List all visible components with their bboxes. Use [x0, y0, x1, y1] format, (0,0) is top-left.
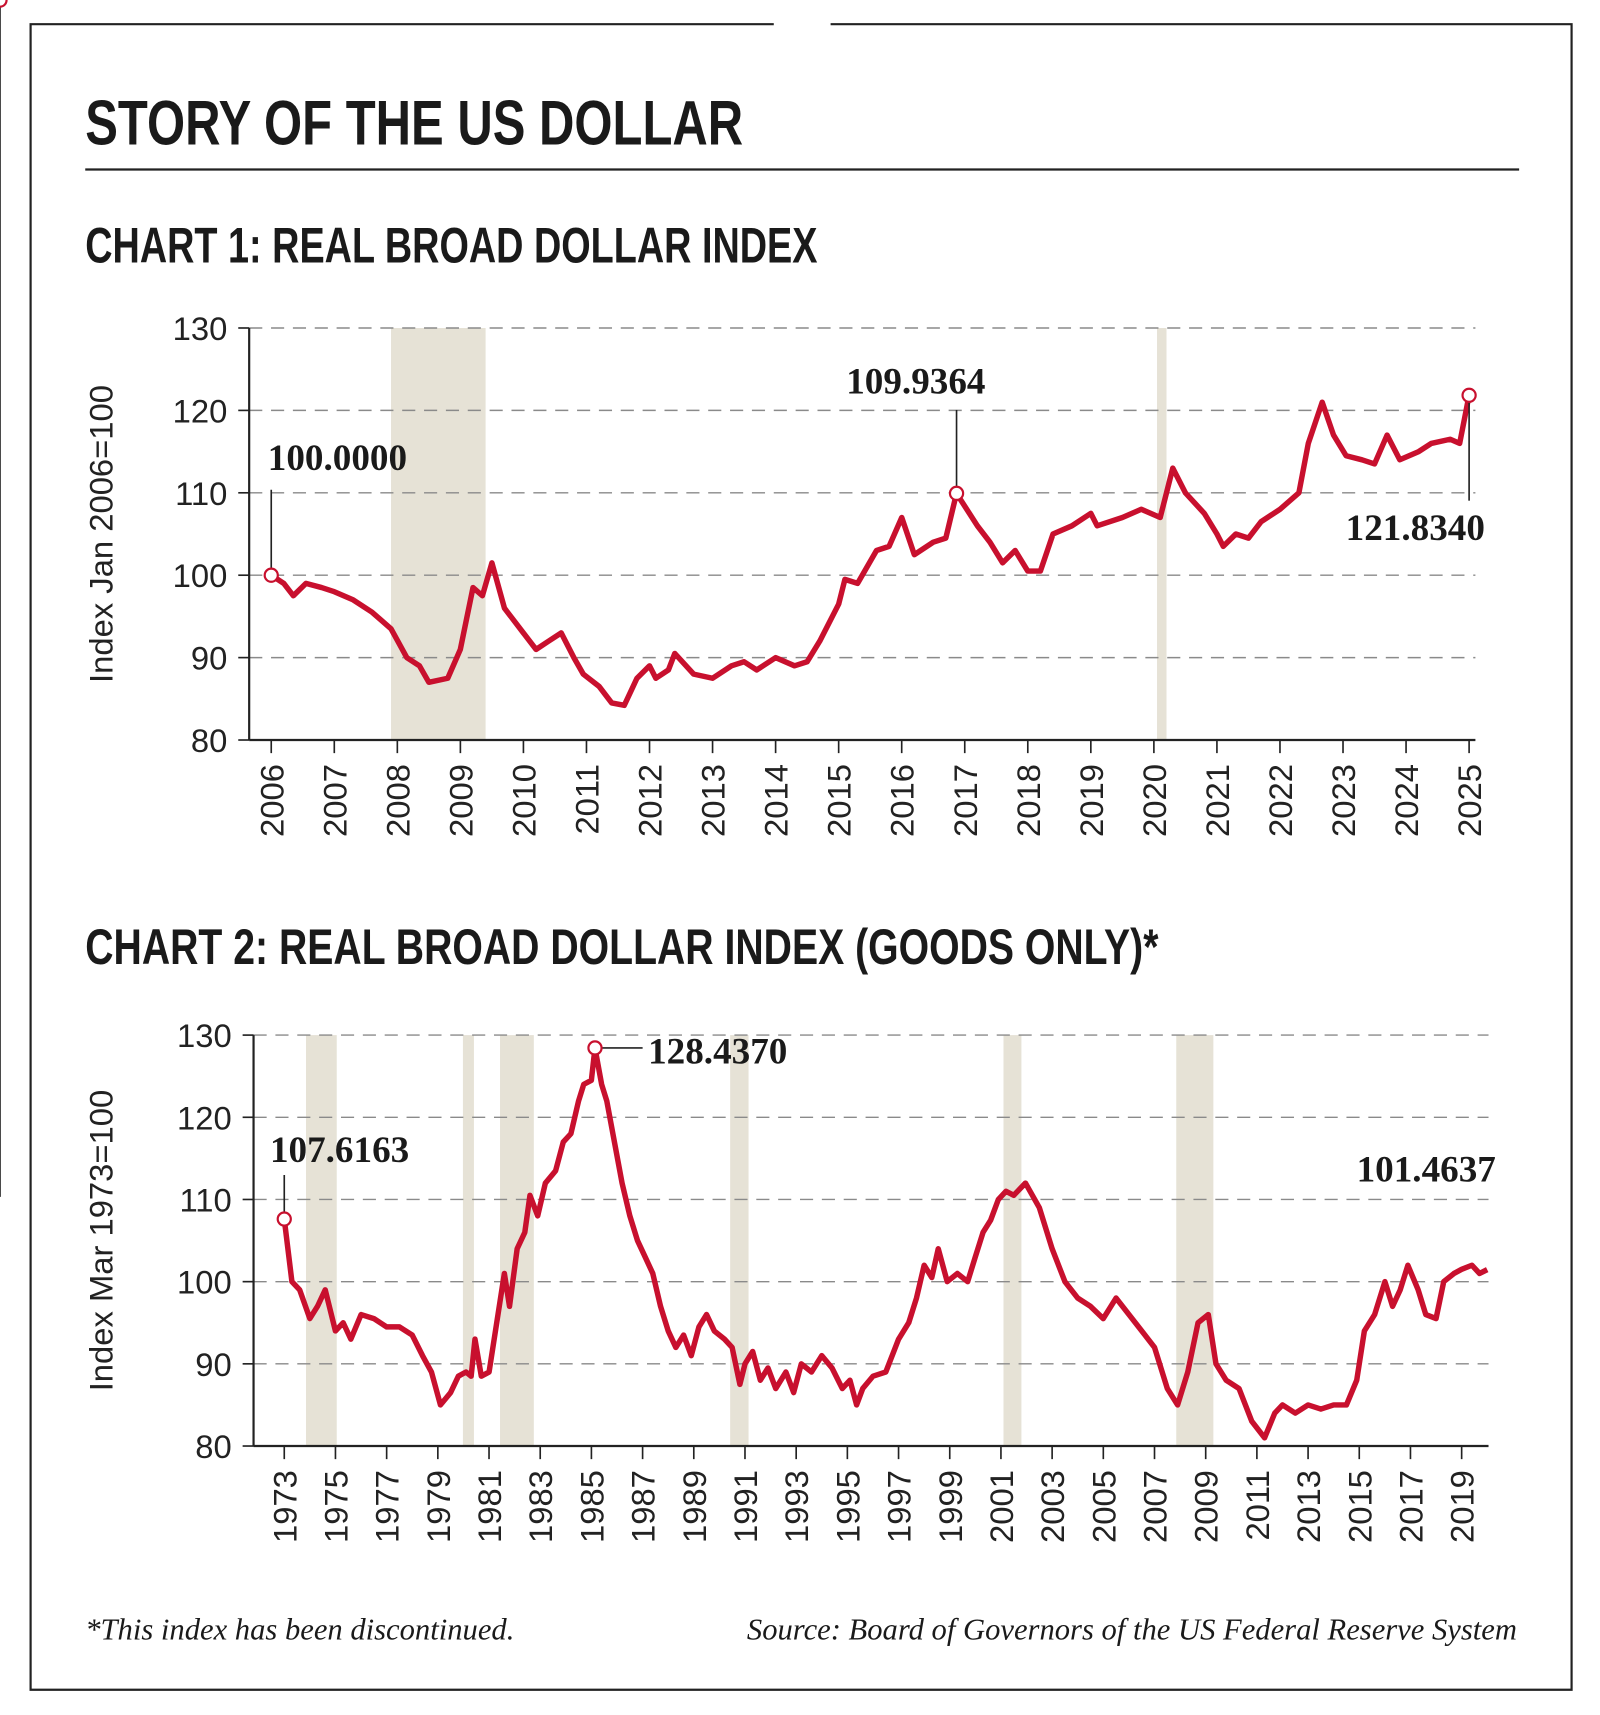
x-tick-label: 2007 — [1137, 1470, 1174, 1543]
recession-shade — [462, 1035, 474, 1447]
x-tick-label: 1997 — [881, 1470, 918, 1543]
x-tick-label: 1993 — [778, 1470, 815, 1543]
x-tick-label: 2013 — [695, 764, 732, 837]
highlight-point — [263, 567, 279, 583]
x-tick-label: 1989 — [676, 1470, 713, 1543]
recession-shade — [1176, 1035, 1214, 1447]
x-tick-label: 1985 — [573, 1470, 610, 1543]
x-tick-label: 2006 — [253, 764, 290, 837]
x-tick-label: 2008 — [379, 764, 416, 837]
recession-shade — [730, 1035, 749, 1447]
x-tick-label: 1999 — [932, 1470, 969, 1543]
x-tick-label: 2019 — [1444, 1470, 1481, 1543]
y-axis-label: Index Mar 1973=100 — [83, 1090, 120, 1391]
y-tick-label: 110 — [179, 1181, 231, 1218]
x-tick-label: 2025 — [1451, 764, 1488, 837]
x-tick-label: 2001 — [983, 1470, 1020, 1543]
y-tick-label: 130 — [177, 1017, 232, 1054]
value-label: 101.4637 — [1357, 1150, 1496, 1191]
value-label: 100.0000 — [268, 438, 407, 479]
x-tick-label: 2023 — [1325, 764, 1362, 837]
value-label: 128.4370 — [648, 1032, 787, 1073]
y-tick-label: 100 — [173, 557, 228, 594]
recession-shade — [391, 327, 486, 741]
value-label: 121.8340 — [1346, 508, 1485, 549]
source: Source: Board of Governors of the US Fed… — [747, 1612, 1517, 1646]
x-tick-label: 1991 — [727, 1470, 764, 1543]
x-tick-label: 2024 — [1388, 764, 1425, 837]
chart-title: CHART 2: REAL BROAD DOLLAR INDEX (GOODS … — [85, 918, 1159, 975]
x-tick-label: 2003 — [1034, 1470, 1071, 1543]
recession-shade — [1003, 1035, 1022, 1447]
recession-shade — [1157, 327, 1167, 741]
y-tick-label: 120 — [173, 392, 228, 429]
highlight-point — [0, 0, 8, 8]
x-tick-label: 2013 — [1290, 1470, 1327, 1543]
x-tick-label: 2014 — [758, 764, 795, 837]
x-tick-label: 1987 — [625, 1470, 662, 1543]
y-tick-label: 130 — [173, 310, 228, 347]
x-tick-label: 2010 — [505, 764, 542, 837]
y-tick-label: 90 — [195, 1346, 231, 1383]
x-tick-label: 1995 — [829, 1470, 866, 1543]
data-line — [281, 1045, 1489, 1441]
x-tick-label: 1981 — [471, 1470, 508, 1543]
x-tick-label: 1983 — [522, 1470, 559, 1543]
x-tick-label: 2015 — [1341, 1470, 1378, 1543]
x-tick-label: 1975 — [317, 1470, 354, 1543]
footnote: *This index has been discontinued. — [85, 1612, 514, 1646]
x-tick-label: 2009 — [1188, 1470, 1225, 1543]
x-tick-label: 2022 — [1262, 764, 1299, 837]
highlight-point — [587, 1040, 603, 1056]
x-tick-label: 2005 — [1085, 1470, 1122, 1543]
y-tick-label: 100 — [177, 1264, 232, 1301]
recession-shade — [500, 1035, 534, 1447]
x-tick-label: 2011 — [568, 764, 605, 834]
highlight-point — [948, 485, 965, 501]
x-tick-label: 2017 — [947, 764, 984, 837]
y-tick-label: 80 — [195, 1428, 231, 1465]
chart-title: CHART 1: REAL BROAD DOLLAR INDEX — [85, 216, 818, 273]
frame — [29, 23, 1573, 1691]
recession-shade — [306, 1035, 337, 1447]
y-tick-label: 90 — [191, 640, 227, 677]
x-tick-label: 1979 — [420, 1470, 457, 1543]
x-tick-label: 2009 — [442, 764, 479, 837]
y-tick-label: 110 — [175, 475, 227, 512]
value-label: 107.6163 — [270, 1130, 409, 1171]
highlight-point — [276, 1211, 292, 1227]
y-axis-label: Index Jan 2006=100 — [83, 385, 120, 683]
y-tick-label: 80 — [191, 722, 227, 759]
x-tick-label: 2016 — [884, 764, 921, 837]
x-tick-label: 2019 — [1073, 764, 1110, 837]
y-tick-label: 120 — [177, 1099, 232, 1136]
data-line — [269, 394, 1472, 709]
x-tick-label: 2011 — [1239, 1470, 1276, 1540]
page-title: STORY OF THE US DOLLAR — [85, 88, 743, 158]
x-tick-label: 2018 — [1010, 764, 1047, 837]
x-tick-label: 1977 — [369, 1470, 406, 1543]
x-tick-label: 2015 — [821, 764, 858, 837]
highlight-point — [1461, 387, 1477, 403]
x-tick-label: 2007 — [316, 764, 353, 837]
x-tick-label: 2021 — [1199, 764, 1236, 837]
x-tick-label: 2020 — [1136, 764, 1173, 837]
x-tick-label: 2012 — [632, 764, 669, 837]
value-label: 109.9364 — [846, 362, 985, 403]
x-tick-label: 1973 — [266, 1470, 303, 1543]
x-tick-label: 2017 — [1392, 1470, 1429, 1543]
